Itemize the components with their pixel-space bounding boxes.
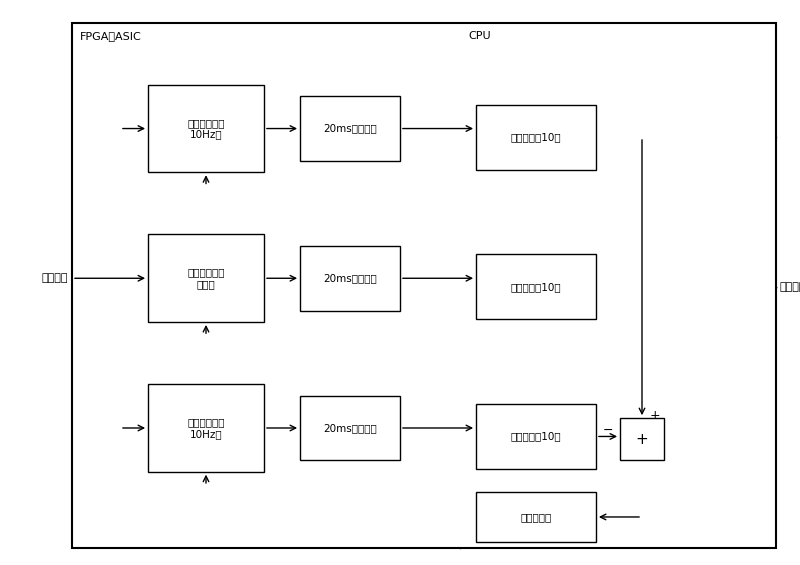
Text: 环路滤波器: 环路滤波器 — [520, 512, 552, 522]
Bar — [300, 396, 400, 460]
Bar — [148, 234, 264, 322]
Text: 下变频（中心
频率）: 下变频（中心 频率） — [187, 267, 225, 289]
Text: −: − — [602, 424, 614, 437]
Bar — [300, 96, 400, 161]
Bar — [476, 105, 596, 170]
Bar — [148, 384, 264, 472]
Bar — [148, 85, 264, 172]
Text: 下变频（右偏
10Hz）: 下变频（右偏 10Hz） — [187, 417, 225, 439]
Text: +: + — [650, 408, 660, 422]
Text: 非相干累加10次: 非相干累加10次 — [510, 282, 562, 292]
Bar — [476, 254, 596, 319]
Bar — [300, 246, 400, 311]
Text: 20ms相干积分: 20ms相干积分 — [323, 423, 377, 433]
Text: 非相干累加10次: 非相干累加10次 — [510, 132, 562, 142]
Bar — [476, 404, 596, 469]
Text: 基带信号: 基带信号 — [780, 282, 800, 292]
Text: CPU: CPU — [468, 31, 490, 41]
Bar — [72, 23, 776, 548]
Text: +: + — [636, 432, 648, 447]
Text: 20ms相干积分: 20ms相干积分 — [323, 124, 377, 133]
Text: 20ms相干积分: 20ms相干积分 — [323, 273, 377, 283]
Text: 下变频（左偏
10Hz）: 下变频（左偏 10Hz） — [187, 118, 225, 140]
Bar — [476, 492, 596, 542]
Text: 非相干累加10次: 非相干累加10次 — [510, 432, 562, 441]
Text: 中频信号: 中频信号 — [42, 273, 68, 283]
Text: FPGA或ASIC: FPGA或ASIC — [80, 31, 142, 41]
Bar — [620, 418, 664, 460]
